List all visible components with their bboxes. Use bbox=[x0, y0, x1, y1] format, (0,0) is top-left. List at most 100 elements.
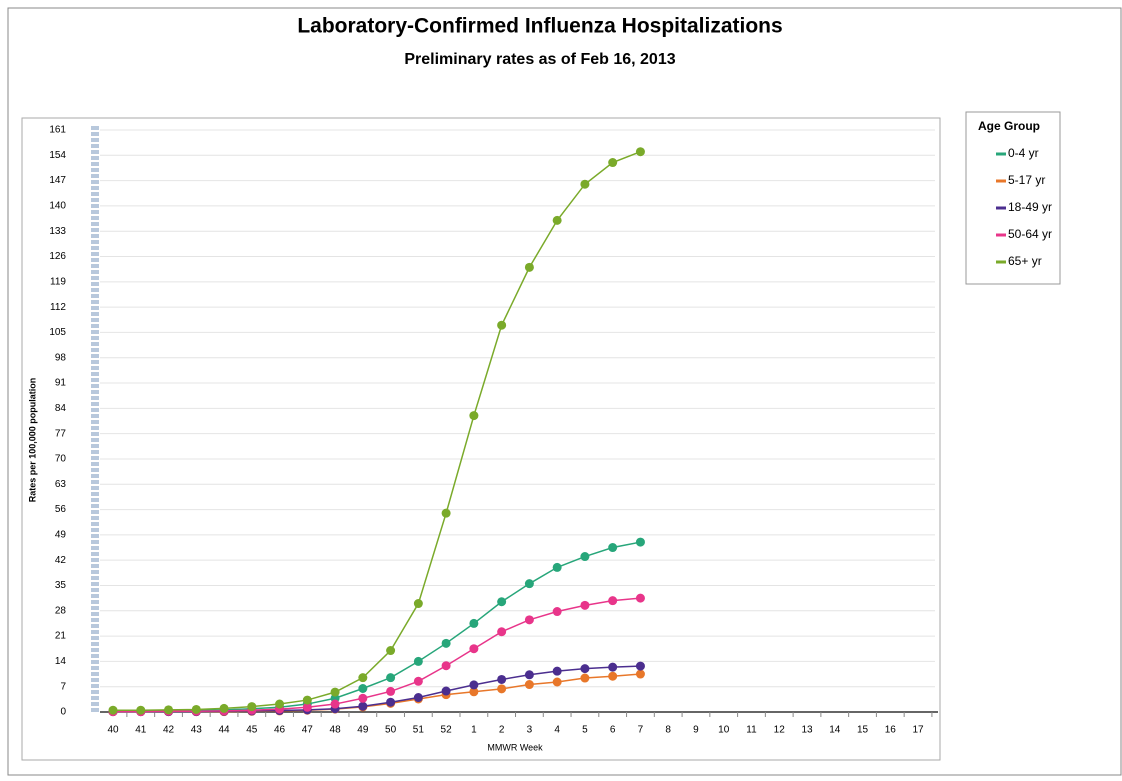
x-tick-label: 8 bbox=[665, 725, 671, 736]
data-point bbox=[580, 664, 590, 674]
x-axis-label: MMWR Week bbox=[487, 742, 543, 752]
data-point bbox=[386, 697, 396, 707]
series-line bbox=[113, 597, 641, 713]
data-point bbox=[247, 702, 257, 712]
data-point bbox=[441, 638, 451, 648]
y-tick-label: 7 bbox=[60, 681, 66, 692]
y-tick-label: 63 bbox=[55, 479, 67, 490]
data-point bbox=[413, 599, 423, 609]
data-point bbox=[635, 669, 645, 679]
y-tick-label: 91 bbox=[55, 378, 67, 389]
data-point bbox=[358, 693, 368, 703]
data-point bbox=[635, 537, 645, 547]
x-tick-label: 14 bbox=[829, 725, 841, 736]
data-point bbox=[608, 543, 618, 553]
x-tick-label: 51 bbox=[413, 725, 425, 736]
y-axis-label: Rates per 100,000 population bbox=[27, 378, 37, 503]
y-tick-label: 147 bbox=[49, 175, 66, 186]
data-point bbox=[386, 646, 396, 656]
frame bbox=[7, 7, 1122, 776]
data-point bbox=[608, 671, 618, 681]
data-point bbox=[469, 687, 479, 697]
data-point bbox=[497, 320, 507, 330]
data-point bbox=[469, 411, 479, 421]
y-tick-label: 84 bbox=[55, 403, 67, 414]
y-tick-label: 154 bbox=[49, 150, 66, 161]
data-point bbox=[469, 680, 479, 690]
y-tick-label: 35 bbox=[55, 580, 67, 591]
data-point bbox=[552, 666, 562, 676]
data-point bbox=[524, 680, 534, 690]
data-point bbox=[497, 597, 507, 607]
data-point bbox=[302, 702, 312, 712]
x-tick-label: 41 bbox=[135, 725, 147, 736]
legend-title: Age Group bbox=[978, 119, 1040, 133]
x-tick-label: 45 bbox=[246, 725, 258, 736]
chart-title: Laboratory-Confirmed Influenza Hospitali… bbox=[297, 15, 782, 38]
data-point bbox=[330, 699, 340, 709]
data-point bbox=[441, 661, 451, 671]
x-tick-label: 48 bbox=[330, 725, 342, 736]
legend-label: 50-64 yr bbox=[1008, 227, 1052, 241]
plot-frame bbox=[21, 117, 941, 761]
legend-box bbox=[965, 111, 1061, 285]
data-point bbox=[358, 673, 368, 683]
data-point bbox=[413, 656, 423, 666]
y-tick-label: 105 bbox=[49, 327, 66, 338]
x-tick-label: 4 bbox=[554, 725, 560, 736]
x-tick-label: 1 bbox=[471, 725, 477, 736]
data-point bbox=[552, 677, 562, 687]
x-tick-label: 40 bbox=[107, 725, 119, 736]
y-tick-label: 0 bbox=[60, 707, 66, 718]
data-point bbox=[552, 607, 562, 617]
x-tick-label: 11 bbox=[746, 725, 757, 736]
x-tick-label: 9 bbox=[693, 725, 699, 736]
data-point bbox=[497, 674, 507, 684]
x-tick-label: 44 bbox=[218, 725, 230, 736]
y-tick-label: 161 bbox=[49, 125, 66, 136]
y-tick-label: 21 bbox=[55, 631, 67, 642]
data-point bbox=[552, 562, 562, 572]
y-tick-label: 140 bbox=[49, 201, 66, 212]
data-point bbox=[302, 695, 312, 705]
x-tick-label: 7 bbox=[638, 725, 644, 736]
data-point bbox=[164, 705, 174, 715]
data-point bbox=[358, 684, 368, 694]
data-point bbox=[441, 508, 451, 518]
x-tick-label: 15 bbox=[857, 725, 869, 736]
y-tick-label: 98 bbox=[55, 352, 67, 363]
data-point bbox=[635, 147, 645, 157]
data-point bbox=[441, 686, 451, 696]
y-tick-label: 126 bbox=[49, 251, 66, 262]
data-point bbox=[136, 705, 146, 715]
y-tick-label: 28 bbox=[55, 605, 67, 616]
y-tick-label: 133 bbox=[49, 226, 66, 237]
data-point bbox=[524, 670, 534, 680]
data-point bbox=[413, 693, 423, 703]
y-tick-label: 70 bbox=[55, 454, 67, 465]
data-point bbox=[608, 596, 618, 606]
data-point bbox=[497, 684, 507, 694]
x-tick-label: 17 bbox=[912, 725, 924, 736]
data-point bbox=[386, 686, 396, 696]
data-point bbox=[469, 618, 479, 628]
x-tick-label: 10 bbox=[718, 725, 730, 736]
x-tick-label: 50 bbox=[385, 725, 397, 736]
y-tick-label: 56 bbox=[55, 504, 67, 515]
data-point bbox=[580, 552, 590, 562]
data-point bbox=[608, 158, 618, 168]
data-point bbox=[552, 215, 562, 225]
data-point bbox=[469, 644, 479, 654]
data-point bbox=[524, 615, 534, 625]
y-tick-label: 77 bbox=[55, 428, 67, 439]
data-point bbox=[608, 662, 618, 672]
data-point bbox=[275, 699, 285, 709]
x-tick-label: 46 bbox=[274, 725, 286, 736]
x-tick-label: 16 bbox=[885, 725, 897, 736]
legend-label: 0-4 yr bbox=[1008, 146, 1039, 160]
legend-label: 65+ yr bbox=[1008, 254, 1042, 268]
legend-label: 18-49 yr bbox=[1008, 200, 1052, 214]
data-point bbox=[580, 179, 590, 189]
series-line bbox=[113, 150, 641, 711]
